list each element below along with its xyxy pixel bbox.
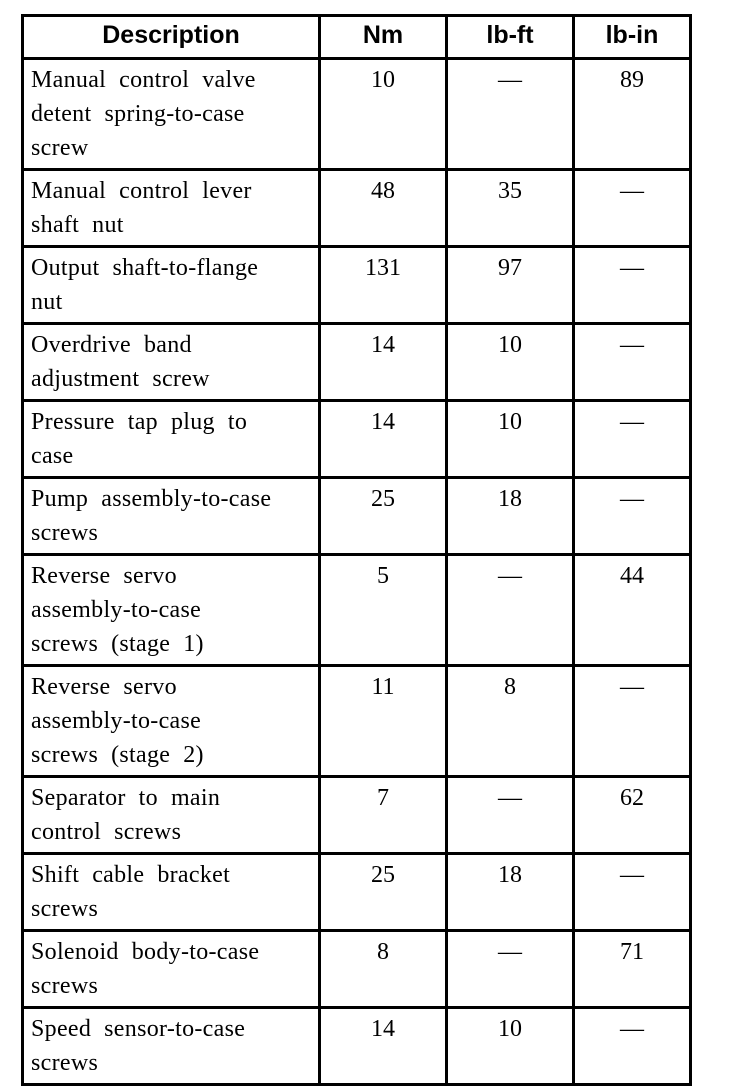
lb-ft-value-cell: 18 bbox=[445, 476, 575, 556]
description-cell: Overdrive band adjustment screw bbox=[21, 322, 321, 402]
lb-in-value-cell: — bbox=[572, 1006, 692, 1086]
nm-value-cell: 131 bbox=[318, 245, 448, 325]
lb-in-value-cell: — bbox=[572, 476, 692, 556]
lb-in-value-cell: — bbox=[572, 852, 692, 932]
nm-value-cell: 25 bbox=[318, 476, 448, 556]
lb-ft-value-cell: 10 bbox=[445, 1006, 575, 1086]
lb-ft-value-cell: 10 bbox=[445, 399, 575, 479]
lb-in-value-cell: — bbox=[572, 245, 692, 325]
description-cell: Separator to main control screws bbox=[21, 775, 321, 855]
table-row: Shift cable bracket screws 25 18— bbox=[21, 852, 692, 932]
column-header-lb-ft: lb-ft bbox=[445, 14, 575, 60]
lb-in-value-cell: — bbox=[572, 322, 692, 402]
lb-in-value-cell: — bbox=[572, 664, 692, 778]
table-body: Manual control valve detent spring-to-ca… bbox=[21, 57, 692, 1086]
lb-ft-value-cell: 18 bbox=[445, 852, 575, 932]
table-row: Solenoid body-to-case screws 8—71 bbox=[21, 929, 692, 1009]
nm-value-cell: 11 bbox=[318, 664, 448, 778]
lb-in-value-cell: 62 bbox=[572, 775, 692, 855]
description-cell: Pressure tap plug to case bbox=[21, 399, 321, 479]
nm-value-cell: 14 bbox=[318, 322, 448, 402]
nm-value-cell: 7 bbox=[318, 775, 448, 855]
nm-value-cell: 10 bbox=[318, 57, 448, 171]
description-cell: Solenoid body-to-case screws bbox=[21, 929, 321, 1009]
column-header-description: Description bbox=[21, 14, 321, 60]
description-cell: Reverse servo assembly-to-case screws (s… bbox=[21, 664, 321, 778]
lb-in-value-cell: 44 bbox=[572, 553, 692, 667]
column-header-nm: Nm bbox=[318, 14, 448, 60]
nm-value-cell: 8 bbox=[318, 929, 448, 1009]
lb-in-value-cell: — bbox=[572, 168, 692, 248]
table-row: Reverse servo assembly-to-case screws (s… bbox=[21, 553, 692, 667]
nm-value-cell: 14 bbox=[318, 1006, 448, 1086]
lb-ft-value-cell: 10 bbox=[445, 322, 575, 402]
description-cell: Reverse servo assembly-to-case screws (s… bbox=[21, 553, 321, 667]
table-row: Separator to main control screws 7—62 bbox=[21, 775, 692, 855]
description-cell: Speed sensor-to-case screws bbox=[21, 1006, 321, 1086]
lb-ft-value-cell: — bbox=[445, 553, 575, 667]
description-cell: Shift cable bracket screws bbox=[21, 852, 321, 932]
lb-in-value-cell: — bbox=[572, 399, 692, 479]
lb-ft-value-cell: — bbox=[445, 929, 575, 1009]
nm-value-cell: 5 bbox=[318, 553, 448, 667]
lb-ft-value-cell: — bbox=[445, 775, 575, 855]
nm-value-cell: 48 bbox=[318, 168, 448, 248]
description-cell: Output shaft-to-flange nut bbox=[21, 245, 321, 325]
table-row: Manual control lever shaft nut 48 35— bbox=[21, 168, 692, 248]
lb-in-value-cell: 71 bbox=[572, 929, 692, 1009]
lb-in-value-cell: 89 bbox=[572, 57, 692, 171]
table-row: Overdrive band adjustment screw 14 10— bbox=[21, 322, 692, 402]
description-cell: Pump assembly-to-case screws bbox=[21, 476, 321, 556]
table-row: Output shaft-to-flange nut 131 97— bbox=[21, 245, 692, 325]
lb-ft-value-cell: — bbox=[445, 57, 575, 171]
lb-ft-value-cell: 97 bbox=[445, 245, 575, 325]
table-row: Pressure tap plug to case 14 10— bbox=[21, 399, 692, 479]
nm-value-cell: 14 bbox=[318, 399, 448, 479]
column-header-lb-in: lb-in bbox=[572, 14, 692, 60]
description-cell: Manual control valve detent spring-to-ca… bbox=[21, 57, 321, 171]
description-cell: Manual control lever shaft nut bbox=[21, 168, 321, 248]
table-row: Speed sensor-to-case screws 14 10— bbox=[21, 1006, 692, 1086]
table-row: Reverse servo assembly-to-case screws (s… bbox=[21, 664, 692, 778]
table-header-row: Description Nm lb-ft lb-in bbox=[21, 14, 692, 60]
lb-ft-value-cell: 8 bbox=[445, 664, 575, 778]
table-row: Manual control valve detent spring-to-ca… bbox=[21, 57, 692, 171]
lb-ft-value-cell: 35 bbox=[445, 168, 575, 248]
nm-value-cell: 25 bbox=[318, 852, 448, 932]
table-row: Pump assembly-to-case screws 25 18— bbox=[21, 476, 692, 556]
torque-spec-table: Description Nm lb-ft lb-in Manual contro… bbox=[21, 14, 692, 1086]
